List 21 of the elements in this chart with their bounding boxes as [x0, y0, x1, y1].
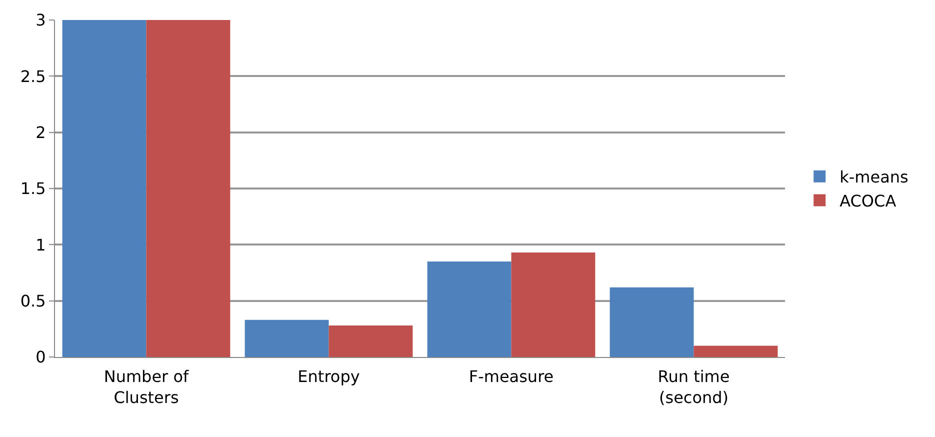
- y-tick-label: 1.5: [20, 179, 46, 198]
- legend-label: k-means: [840, 168, 908, 187]
- x-tick-label: F-measure: [468, 367, 554, 386]
- y-tick-label: 3: [36, 10, 46, 30]
- bar: [694, 346, 778, 357]
- bar: [610, 287, 694, 357]
- y-tick-label: 0: [36, 348, 46, 367]
- x-tick-label: Run time (second): [658, 367, 730, 407]
- bar: [427, 262, 512, 357]
- y-tick-label: 0.5: [20, 291, 46, 310]
- legend-label: ACOCA: [840, 191, 896, 210]
- y-tick-label: 2: [36, 122, 46, 142]
- bar: [62, 20, 146, 357]
- bar: [328, 326, 413, 357]
- x-tick-label: Number of Clusters: [104, 367, 190, 407]
- y-tick-label: 2.5: [20, 66, 46, 86]
- y-tick-label: 1: [36, 235, 46, 254]
- bar: [511, 252, 596, 357]
- x-tick-label: Entropy: [298, 367, 360, 386]
- bar: [244, 320, 329, 357]
- bar: [146, 20, 230, 357]
